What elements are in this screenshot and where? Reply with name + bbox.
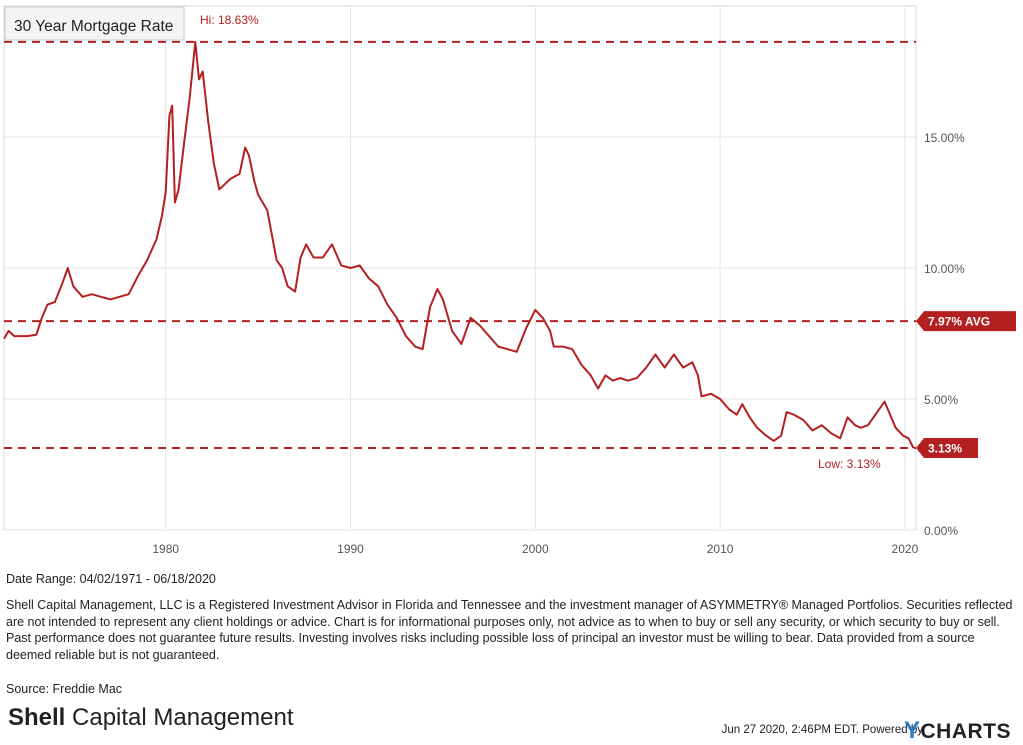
x-tick-label: 2000 [522,542,549,556]
average-tag-label: 7.97% AVG [928,315,990,329]
source-text: Source: Freddie Mac [6,682,123,696]
grid-lines [4,6,916,531]
average-tag-shape [916,311,1016,332]
last-value-tag: 3.13% [916,437,978,458]
brand-logo: Shell Capital Management [8,704,294,732]
chart-title-box [4,6,185,41]
y-tick-label: 0.00% [924,524,958,538]
low-label: Low: 3.13% [818,457,881,471]
chart: 1980 1990 2000 2010 2020 0.00% 5.00% 10.00% 15.0… [3,5,1016,556]
y-tick-label: 15.00% [924,131,965,145]
y-tick-label: 5.00% [924,393,958,407]
average-tag: 7.97% AVG [916,311,1016,332]
x-tick-label: 2020 [892,542,919,556]
x-tick-label: 1980 [152,542,179,556]
ycharts-logo: YCHARTS [904,717,1011,745]
x-tick-label: 1990 [337,542,364,556]
brand-logo-rest: Capital Management [65,704,294,731]
last-value-tag-label: 3.13% [928,441,962,455]
axis-ticks: 1980 1990 2000 2010 2020 0.00% 5.00% 10.00% 15.0… [152,131,965,556]
date-range: Date Range: 04/02/1971 - 06/18/2020 [6,572,216,586]
disclaimer-text: Shell Capital Management, LLC is a Regis… [6,598,1013,662]
high-label: Hi: 18.63% [200,13,259,27]
chart-title: 30 Year Mortgage Rate [14,18,173,35]
mortgage-rate-line [3,40,915,449]
ycharts-logo-y: Y [903,717,921,744]
timestamp: Jun 27 2020, 2:46PM EDT. Powered by [721,724,923,736]
brand-logo-bold: Shell [8,704,66,731]
ycharts-logo-rest: CHARTS [920,720,1011,743]
reference-lines [4,40,916,449]
x-tick-label: 2010 [707,542,734,556]
last-value-tag-shape [916,437,978,458]
y-tick-label: 10.00% [924,262,965,276]
